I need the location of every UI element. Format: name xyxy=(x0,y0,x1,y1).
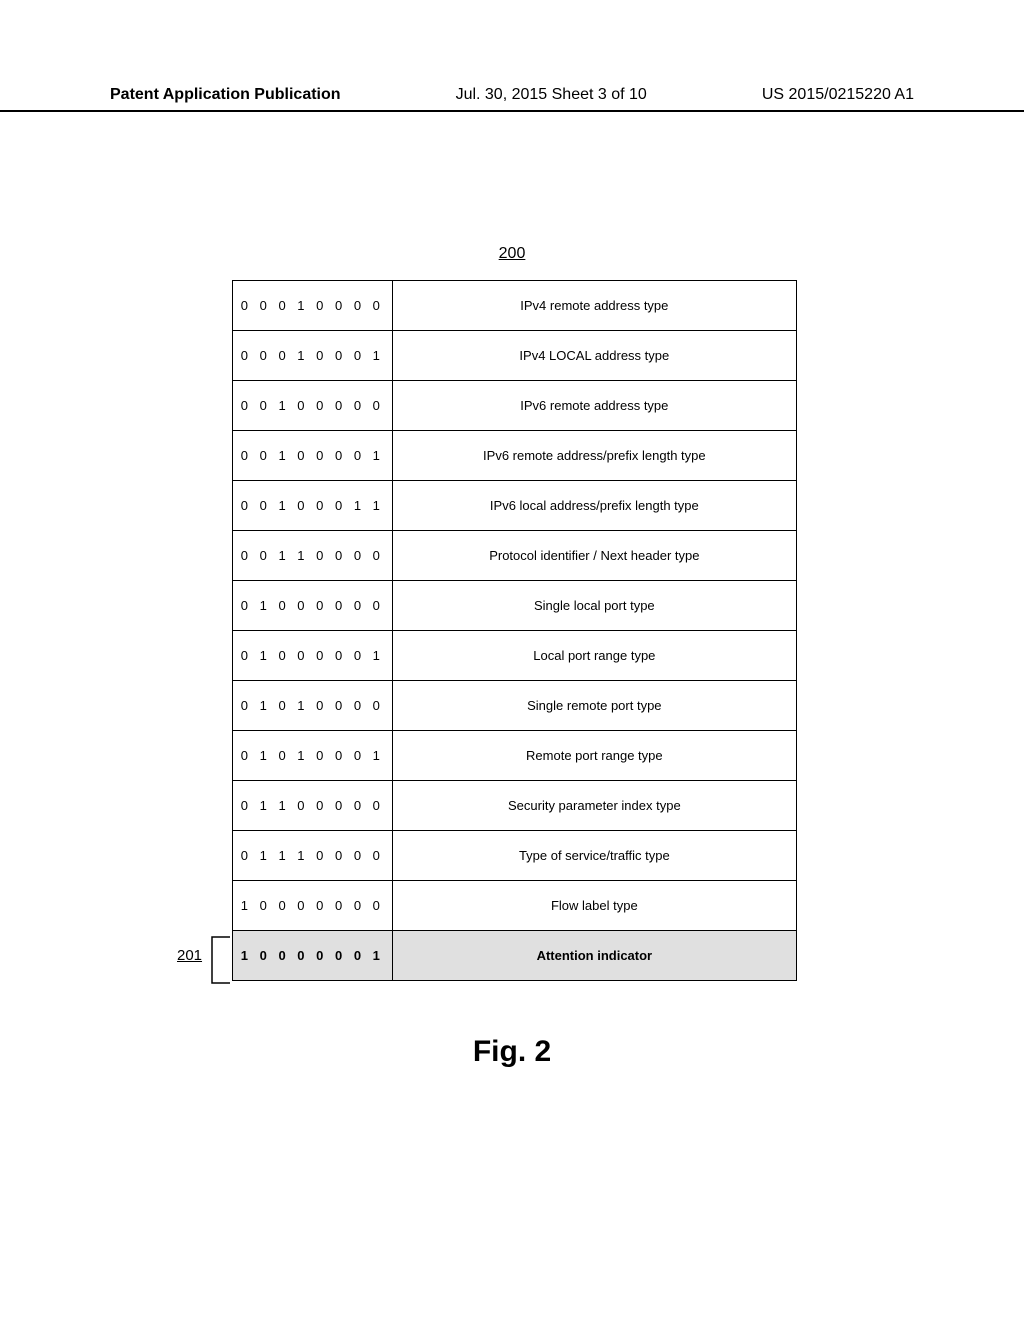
table-row: 0 1 0 1 0 0 0 0Single remote port type xyxy=(233,681,797,731)
table-row: 0 0 1 0 0 0 0 1IPv6 remote address/prefi… xyxy=(233,431,797,481)
desc-cell: Local port range type xyxy=(392,631,796,681)
desc-cell: IPv4 LOCAL address type xyxy=(392,331,796,381)
desc-cell: IPv4 remote address type xyxy=(392,281,796,331)
code-cell: 0 0 1 1 0 0 0 0 xyxy=(233,531,393,581)
highlight-row-label: 201 xyxy=(177,947,202,964)
table-row: 0 1 0 1 0 0 0 1Remote port range type xyxy=(233,731,797,781)
code-cell: 0 0 0 1 0 0 0 0 xyxy=(233,281,393,331)
desc-cell: Protocol identifier / Next header type xyxy=(392,531,796,581)
code-cell: 0 1 0 0 0 0 0 0 xyxy=(233,581,393,631)
header-right: US 2015/0215220 A1 xyxy=(762,86,914,104)
code-cell: 0 0 1 0 0 0 0 1 xyxy=(233,431,393,481)
desc-cell: Type of service/traffic type xyxy=(392,831,796,881)
code-cell: 0 0 0 1 0 0 0 1 xyxy=(233,331,393,381)
table-row: 0 0 1 1 0 0 0 0Protocol identifier / Nex… xyxy=(233,531,797,581)
desc-cell: Attention indicator xyxy=(392,931,796,981)
table-row: 0 1 0 0 0 0 0 0Single local port type xyxy=(233,581,797,631)
packet-filter-table: 0 0 0 1 0 0 0 0IPv4 remote address type0… xyxy=(232,280,797,981)
code-cell: 0 0 1 0 0 0 0 0 xyxy=(233,381,393,431)
figure-number: 200 xyxy=(499,245,526,263)
desc-cell: Single local port type xyxy=(392,581,796,631)
code-cell: 0 1 0 1 0 0 0 1 xyxy=(233,731,393,781)
table-row: 0 0 0 1 0 0 0 1IPv4 LOCAL address type xyxy=(233,331,797,381)
table-row: 1 0 0 0 0 0 0 1Attention indicator xyxy=(233,931,797,981)
desc-cell: Single remote port type xyxy=(392,681,796,731)
code-cell: 0 1 1 0 0 0 0 0 xyxy=(233,781,393,831)
header-center: Jul. 30, 2015 Sheet 3 of 10 xyxy=(456,86,647,104)
code-cell: 1 0 0 0 0 0 0 1 xyxy=(233,931,393,981)
code-cell: 0 0 1 0 0 0 1 1 xyxy=(233,481,393,531)
page-header: Patent Application Publication Jul. 30, … xyxy=(0,86,1024,112)
code-cell: 0 1 0 1 0 0 0 0 xyxy=(233,681,393,731)
table-row: 0 1 1 0 0 0 0 0Security parameter index … xyxy=(233,781,797,831)
table-row: 1 0 0 0 0 0 0 0Flow label type xyxy=(233,881,797,931)
desc-cell: IPv6 remote address/prefix length type xyxy=(392,431,796,481)
table-row: 0 1 1 1 0 0 0 0Type of service/traffic t… xyxy=(233,831,797,881)
page-header-row: Patent Application Publication Jul. 30, … xyxy=(110,86,914,104)
desc-cell: Remote port range type xyxy=(392,731,796,781)
code-cell: 1 0 0 0 0 0 0 0 xyxy=(233,881,393,931)
table-row: 0 0 1 0 0 0 0 0IPv6 remote address type xyxy=(233,381,797,431)
code-cell: 0 1 1 1 0 0 0 0 xyxy=(233,831,393,881)
desc-cell: IPv6 remote address type xyxy=(392,381,796,431)
table-row: 0 1 0 0 0 0 0 1Local port range type xyxy=(233,631,797,681)
desc-cell: IPv6 local address/prefix length type xyxy=(392,481,796,531)
desc-cell: Flow label type xyxy=(392,881,796,931)
desc-cell: Security parameter index type xyxy=(392,781,796,831)
table-row: 0 0 0 1 0 0 0 0IPv4 remote address type xyxy=(233,281,797,331)
code-cell: 0 1 0 0 0 0 0 1 xyxy=(233,631,393,681)
bracket-icon xyxy=(208,935,230,985)
table-wrapper: 0 0 0 1 0 0 0 0IPv4 remote address type0… xyxy=(232,280,797,981)
figure-caption: Fig. 2 xyxy=(473,1035,551,1069)
table-row: 0 0 1 0 0 0 1 1IPv6 local address/prefix… xyxy=(233,481,797,531)
header-left: Patent Application Publication xyxy=(110,86,341,104)
